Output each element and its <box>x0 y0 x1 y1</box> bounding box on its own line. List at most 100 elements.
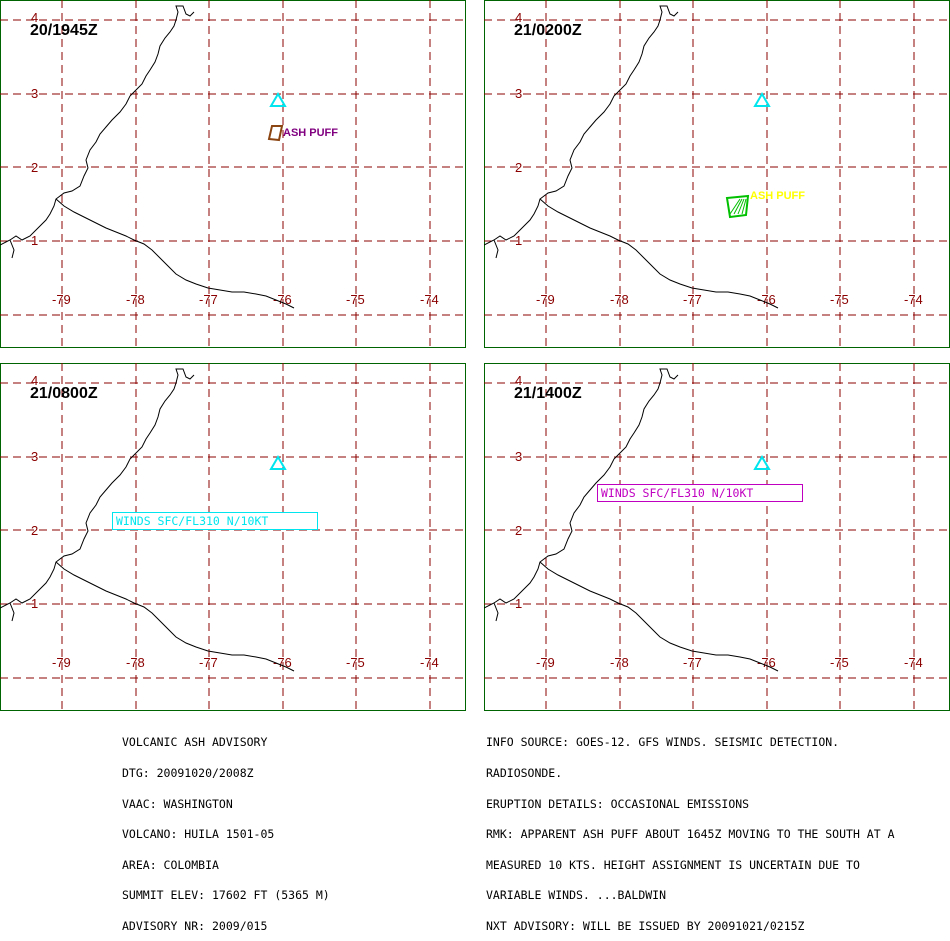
volcano-triangle-icon <box>269 92 287 107</box>
longitude-label: -75 <box>346 655 365 670</box>
longitude-label: -77 <box>199 292 218 307</box>
latitude-label: 4 <box>31 373 38 388</box>
longitude-label: -78 <box>126 292 145 307</box>
volcano-triangle-icon <box>753 92 771 107</box>
forecast-time-label: 21/1400Z <box>514 385 582 402</box>
coastline <box>539 198 779 309</box>
longitude-label: -75 <box>830 292 849 307</box>
map-svg: 4 3 2 1 -79 -78 -77 -76 -75 -74 21/0200Z ASH PUFF <box>484 0 950 348</box>
advisory-left: VOLCANIC ASH ADVISORY DTG: 20091020/2008… <box>122 717 330 941</box>
longitude-label: -78 <box>610 655 629 670</box>
map-svg: 4 3 2 1 -79 -78 -77 -76 -75 -74 21/0800Z WINDS SFC/… <box>0 363 466 711</box>
forecast-time-label: 20/1945Z <box>30 22 98 39</box>
latitude-label: 1 <box>515 233 522 248</box>
longitude-label: -77 <box>683 292 702 307</box>
latitude-label: 3 <box>31 86 38 101</box>
map-panel: 4 3 2 1 -79 -78 -77 -76 -75 -74 21/0800Z WINDS SFC/… <box>0 363 466 711</box>
winds-label: WINDS SFC/FL310 N/10KT <box>601 486 753 500</box>
longitude-label: -76 <box>273 655 292 670</box>
advisory-line: RMK: APPARENT ASH PUFF ABOUT 1645Z MOVIN… <box>486 827 895 842</box>
latitude-label: 2 <box>31 160 38 175</box>
volcano-triangle-icon <box>753 455 771 470</box>
coastline <box>55 198 295 309</box>
longitude-label: -77 <box>683 655 702 670</box>
panel-frame <box>0 0 466 348</box>
longitude-label: -74 <box>904 292 923 307</box>
ash-hatch <box>729 198 741 215</box>
winds-label: WINDS SFC/FL310 N/10KT <box>116 514 268 528</box>
ash-puff-label: ASH PUFF <box>283 127 338 139</box>
advisory-line: VAAC: WASHINGTON <box>122 796 233 811</box>
longitude-label: -75 <box>346 292 365 307</box>
forecast-time-label: 21/0200Z <box>514 22 582 39</box>
map-svg: 4 3 2 1 -79 -78 -77 -76 -75 -74 20/1945Z ASH PUFF <box>0 0 466 348</box>
panel-frame <box>0 363 466 711</box>
coastline <box>55 561 295 672</box>
map-panel: 4 3 2 1 -79 -78 -77 -76 -75 -74 21/1400Z WINDS SFC/… <box>484 363 950 711</box>
longitude-label: -75 <box>830 655 849 670</box>
forecast-time-label: 21/0800Z <box>30 385 98 402</box>
coastline <box>9 239 15 259</box>
advisory-right: INFO SOURCE: GOES-12. GFS WINDS. SEISMIC… <box>486 717 895 941</box>
advisory-line: AREA: COLOMBIA <box>122 857 219 872</box>
advisory-line: SUMMIT ELEV: 17602 FT (5365 M) <box>122 888 330 903</box>
latitude-label: 1 <box>31 596 38 611</box>
winds-label-box <box>597 484 803 502</box>
map-svg: 4 3 2 1 -79 -78 -77 -76 -75 -74 21/1400Z WINDS SFC/… <box>484 363 950 711</box>
latitude-label: 4 <box>515 373 522 388</box>
coastline <box>0 368 195 609</box>
ash-puff-label: ASH PUFF <box>750 190 805 202</box>
latitude-label: 3 <box>31 449 38 464</box>
coastline <box>484 368 679 609</box>
latitude-label: 2 <box>515 523 522 538</box>
latitude-label: 2 <box>515 160 522 175</box>
longitude-label: -77 <box>199 655 218 670</box>
map-panel: 4 3 2 1 -79 -78 -77 -76 -75 -74 21/0200Z ASH PUFF <box>484 0 950 348</box>
map-panel: 4 3 2 1 -79 -78 -77 -76 -75 -74 20/1945Z ASH PUFF <box>0 0 466 348</box>
volcano-triangle-icon <box>269 455 287 470</box>
winds-label-box <box>112 512 318 530</box>
coastline <box>493 602 499 622</box>
advisory-line: DTG: 20091020/2008Z <box>122 766 254 780</box>
latitude-label: 2 <box>31 523 38 538</box>
advisory-line: MEASURED 10 KTS. HEIGHT ASSIGNMENT IS UN… <box>486 857 860 872</box>
longitude-label: -74 <box>420 292 439 307</box>
advisory-line: VOLCANO: HUILA 1501-05 <box>122 827 275 842</box>
ash-polygon <box>267 125 284 142</box>
latitude-label: 4 <box>31 10 38 25</box>
advisory-line: NXT ADVISORY: WILL BE ISSUED BY 20091021… <box>486 918 805 933</box>
coastline <box>484 5 679 246</box>
panel-frame <box>484 0 950 348</box>
advisory-line: INFO SOURCE: GOES-12. GFS WINDS. SEISMIC… <box>486 735 840 750</box>
advisory-line: VARIABLE WINDS. ...BALDWIN <box>486 888 667 903</box>
longitude-label: -74 <box>904 655 923 670</box>
coastline <box>539 561 779 672</box>
advisory-line: RADIOSONDE. <box>486 766 563 780</box>
longitude-label: -79 <box>52 655 71 670</box>
latitude-label: 3 <box>515 86 522 101</box>
coastline <box>9 602 15 622</box>
latitude-label: 1 <box>515 596 522 611</box>
coastline <box>0 5 195 246</box>
advisory-line: ADVISORY NR: 2009/015 <box>122 918 268 933</box>
longitude-label: -76 <box>757 655 776 670</box>
latitude-label: 3 <box>515 449 522 464</box>
coastline <box>493 239 499 259</box>
panel-frame <box>484 363 950 711</box>
latitude-label: 1 <box>31 233 38 248</box>
longitude-label: -79 <box>536 292 555 307</box>
ash-hatch <box>741 198 747 215</box>
longitude-label: -78 <box>126 655 145 670</box>
advisory-line: ERUPTION DETAILS: OCCASIONAL EMISSIONS <box>486 796 750 811</box>
ash-polygon <box>725 194 750 219</box>
longitude-label: -79 <box>536 655 555 670</box>
longitude-label: -79 <box>52 292 71 307</box>
ash-hatch <box>737 198 745 215</box>
longitude-label: -74 <box>420 655 439 670</box>
ash-hatch <box>733 198 743 215</box>
longitude-label: -76 <box>757 292 776 307</box>
latitude-label: 4 <box>515 10 522 25</box>
longitude-label: -78 <box>610 292 629 307</box>
advisory-line: VOLCANIC ASH ADVISORY <box>122 735 268 750</box>
longitude-label: -76 <box>273 292 292 307</box>
